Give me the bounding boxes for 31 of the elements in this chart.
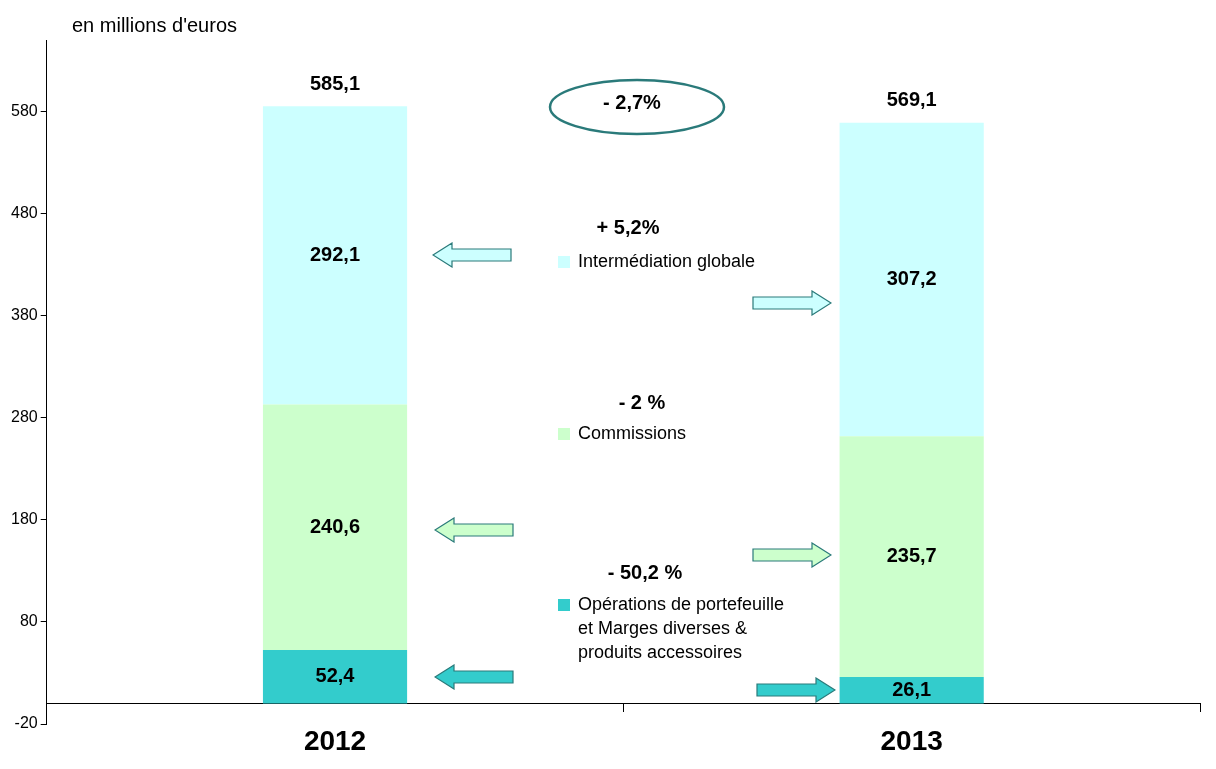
legend-label: Opérations de portefeuille et Marges diverses & produits accessoires — [578, 593, 785, 662]
annotation: - 2 % — [618, 390, 666, 413]
y-tick-label: 580 — [10, 101, 38, 119]
y-tick-label: 480 — [10, 203, 38, 221]
y-tick-label: 380 — [10, 306, 38, 324]
bar — [262, 106, 408, 405]
data-label: 292,1 — [309, 242, 361, 265]
data-label: 26,1 — [892, 677, 932, 700]
bar — [262, 404, 408, 651]
data-label: 240,6 — [309, 514, 361, 537]
total-label: 585,1 — [309, 71, 361, 94]
data-label: 52,4 — [315, 664, 356, 687]
data-label: 307,2 — [886, 267, 937, 290]
bar — [262, 650, 408, 704]
x-tick-label: 2013 — [880, 725, 943, 757]
y-tick-label: -20 — [14, 714, 38, 732]
legend-label: Commissions — [578, 422, 687, 443]
y-tick-label: 80 — [19, 612, 38, 630]
x-tick-label: 2012 — [303, 725, 367, 757]
data-label: 235,7 — [886, 544, 937, 567]
y-tick-label: 280 — [10, 408, 38, 426]
annotation: + 5,2% — [596, 215, 660, 238]
total-label: 569,1 — [886, 88, 937, 111]
bar — [839, 122, 984, 437]
bar — [839, 676, 984, 704]
y-axis-title: en millions d'euros — [72, 13, 238, 36]
legend-label: Intermédiation globale — [578, 250, 756, 271]
annotation: - 2,7% — [603, 90, 662, 113]
bar — [839, 436, 984, 677]
y-tick-label: 180 — [10, 510, 38, 528]
annotation: - 50,2 % — [607, 560, 683, 583]
